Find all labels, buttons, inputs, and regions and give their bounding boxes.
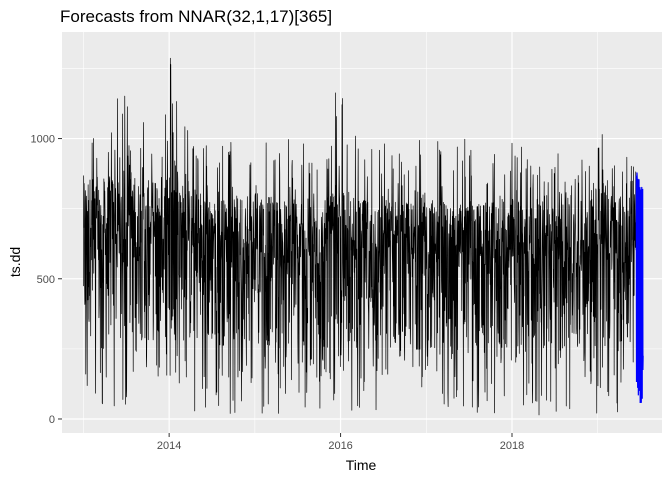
x-tick-label: 2018 <box>500 440 524 452</box>
x-axis: 2014 2016 2018 <box>157 433 524 452</box>
y-tick-label: 0 <box>49 414 55 426</box>
y-tick-label: 500 <box>37 274 55 286</box>
y-tick-label: 1000 <box>31 134 55 146</box>
series-forecast-line <box>635 172 644 404</box>
chart-title: Forecasts from NNAR(32,1,17)[365] <box>60 7 332 26</box>
series-observed-line <box>83 57 637 416</box>
y-axis-title: ts.dd <box>7 247 23 277</box>
series-observed <box>83 57 637 416</box>
series-forecast <box>635 172 644 404</box>
x-axis-title: Time <box>346 457 377 473</box>
x-tick-label: 2014 <box>157 440 181 452</box>
y-axis: 0 500 1000 <box>31 134 62 426</box>
x-tick-label: 2016 <box>328 440 352 452</box>
